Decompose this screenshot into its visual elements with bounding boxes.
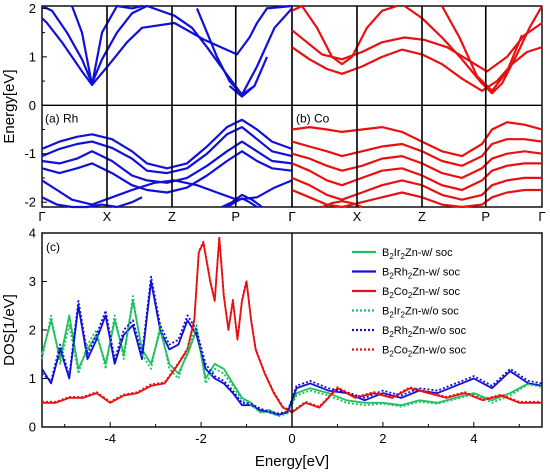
panel-c-y-tick-label: 4: [29, 226, 36, 241]
panel-c-x-tick-label: 2: [379, 431, 386, 446]
panel-c-x-tick-label: -4: [104, 431, 116, 446]
panel-a-band-6: [41, 125, 293, 175]
panel-a-label: (a) Rh: [45, 111, 78, 125]
panel-a-y-tick-label: -2: [24, 195, 36, 210]
panel-c-y-tick-label: 3: [29, 274, 36, 289]
panel-b-band-structure-co: Γ X Z P Γ (b) Co: [288, 4, 546, 224]
panel-a-band-10: [41, 196, 143, 209]
panel-a-k-label: Γ: [38, 209, 45, 224]
panel-a-band-2: [70, 4, 143, 87]
panel-b-bands: [291, 4, 543, 209]
panel-a-band-4: [228, 85, 256, 98]
panel-a-band-12: [226, 197, 258, 208]
panel-c-y-tick-label: 2: [29, 323, 36, 338]
panel-a-frame: [41, 5, 293, 208]
panel-b-band-11: [321, 200, 363, 209]
legend-label-4: B2Rh2Zn-w/o soc: [382, 325, 467, 339]
panel-a-band-8: [41, 150, 293, 194]
panel-a-k-label: P: [231, 209, 240, 224]
panel-b-k-label: Z: [418, 209, 426, 224]
panel-a-y-axis-title: Energy[eV]: [1, 69, 18, 143]
panel-a-k-label: Z: [168, 209, 176, 224]
panel-b-k-label: Γ: [538, 209, 545, 224]
dos-series-0: [41, 299, 543, 416]
legend-label-3: B2Ir2Zn-w/o soc: [382, 306, 459, 320]
panel-c-dos: -4 -2 0 2 4 0 1 2 3 4 (c) Energy[eV] DOS[1/eV] B2…: [1, 226, 543, 470]
panel-a-y-tick-label: 2: [29, 1, 36, 16]
panel-c-x-tick-label: 0: [288, 431, 295, 446]
panel-c-x-tick-label: 4: [470, 431, 477, 446]
panel-b-label: (b) Co: [296, 111, 330, 125]
panel-a-band-1: [41, 4, 293, 96]
panel-c-x-axis-title: Energy[eV]: [255, 453, 329, 470]
panel-c-y-axis-title: DOS[1/eV]: [1, 294, 18, 366]
panel-b-band-4: [441, 5, 524, 92]
panel-b-band-1: [291, 22, 543, 73]
legend-label-1: B2Rh2Zn-w/ soc: [382, 267, 460, 281]
panel-b-k-label: P: [481, 209, 490, 224]
panel-a-y-tick-label: 0: [29, 98, 36, 113]
dos-series-2: [42, 236, 542, 414]
panel-c-legend: B2Ir2Zn-w/ soc B2Rh2Zn-w/ soc B2Co2Zn-w/ s…: [352, 247, 467, 359]
panel-a-k-label: Γ: [288, 209, 295, 224]
panel-b-frame: [291, 5, 543, 208]
panel-c-y-tick-label: 1: [29, 371, 36, 386]
panel-a-y-tick-label: -1: [24, 146, 36, 161]
panel-a-band-7: [41, 140, 293, 184]
panel-c-label: (c): [46, 240, 60, 254]
dos-series-5: [42, 235, 542, 413]
panel-a-band-5: [41, 118, 293, 170]
panel-c-y-tick-label: 0: [29, 420, 36, 435]
panel-a-axes: Γ X Z P Γ 2 1 0 -1 -2: [24, 1, 295, 224]
panel-a-bands: [41, 4, 293, 209]
panel-c-dos-lines: [41, 235, 543, 418]
panel-c-axes: -4 -2 0 2 4 0 1 2 3 4: [29, 226, 520, 446]
panel-a-band-11: [221, 193, 263, 208]
legend-label-0: B2Ir2Zn-w/ soc: [382, 247, 453, 261]
dos-series-3: [41, 295, 543, 418]
legend-label-5: B2Co2Zn-w/o soc: [382, 345, 467, 359]
panel-a-band-9: [41, 179, 293, 206]
panel-c-x-tick-label: -2: [195, 431, 207, 446]
panel-a-band-structure-rh: Γ X Z P Γ 2 1 0 -1 -2 (a) Rh Energy[eV]: [1, 1, 296, 224]
panel-b-band-3: [403, 5, 543, 95]
panel-a-y-tick-label: 1: [29, 49, 36, 64]
panel-a-k-label: X: [103, 209, 112, 224]
panel-b-k-label: Γ: [288, 209, 295, 224]
legend-label-2: B2Co2Zn-w/ soc: [382, 286, 460, 300]
panel-a-band-0: [41, 4, 293, 87]
panel-b-band-0: [291, 4, 398, 66]
panel-b-k-label: X: [353, 209, 362, 224]
